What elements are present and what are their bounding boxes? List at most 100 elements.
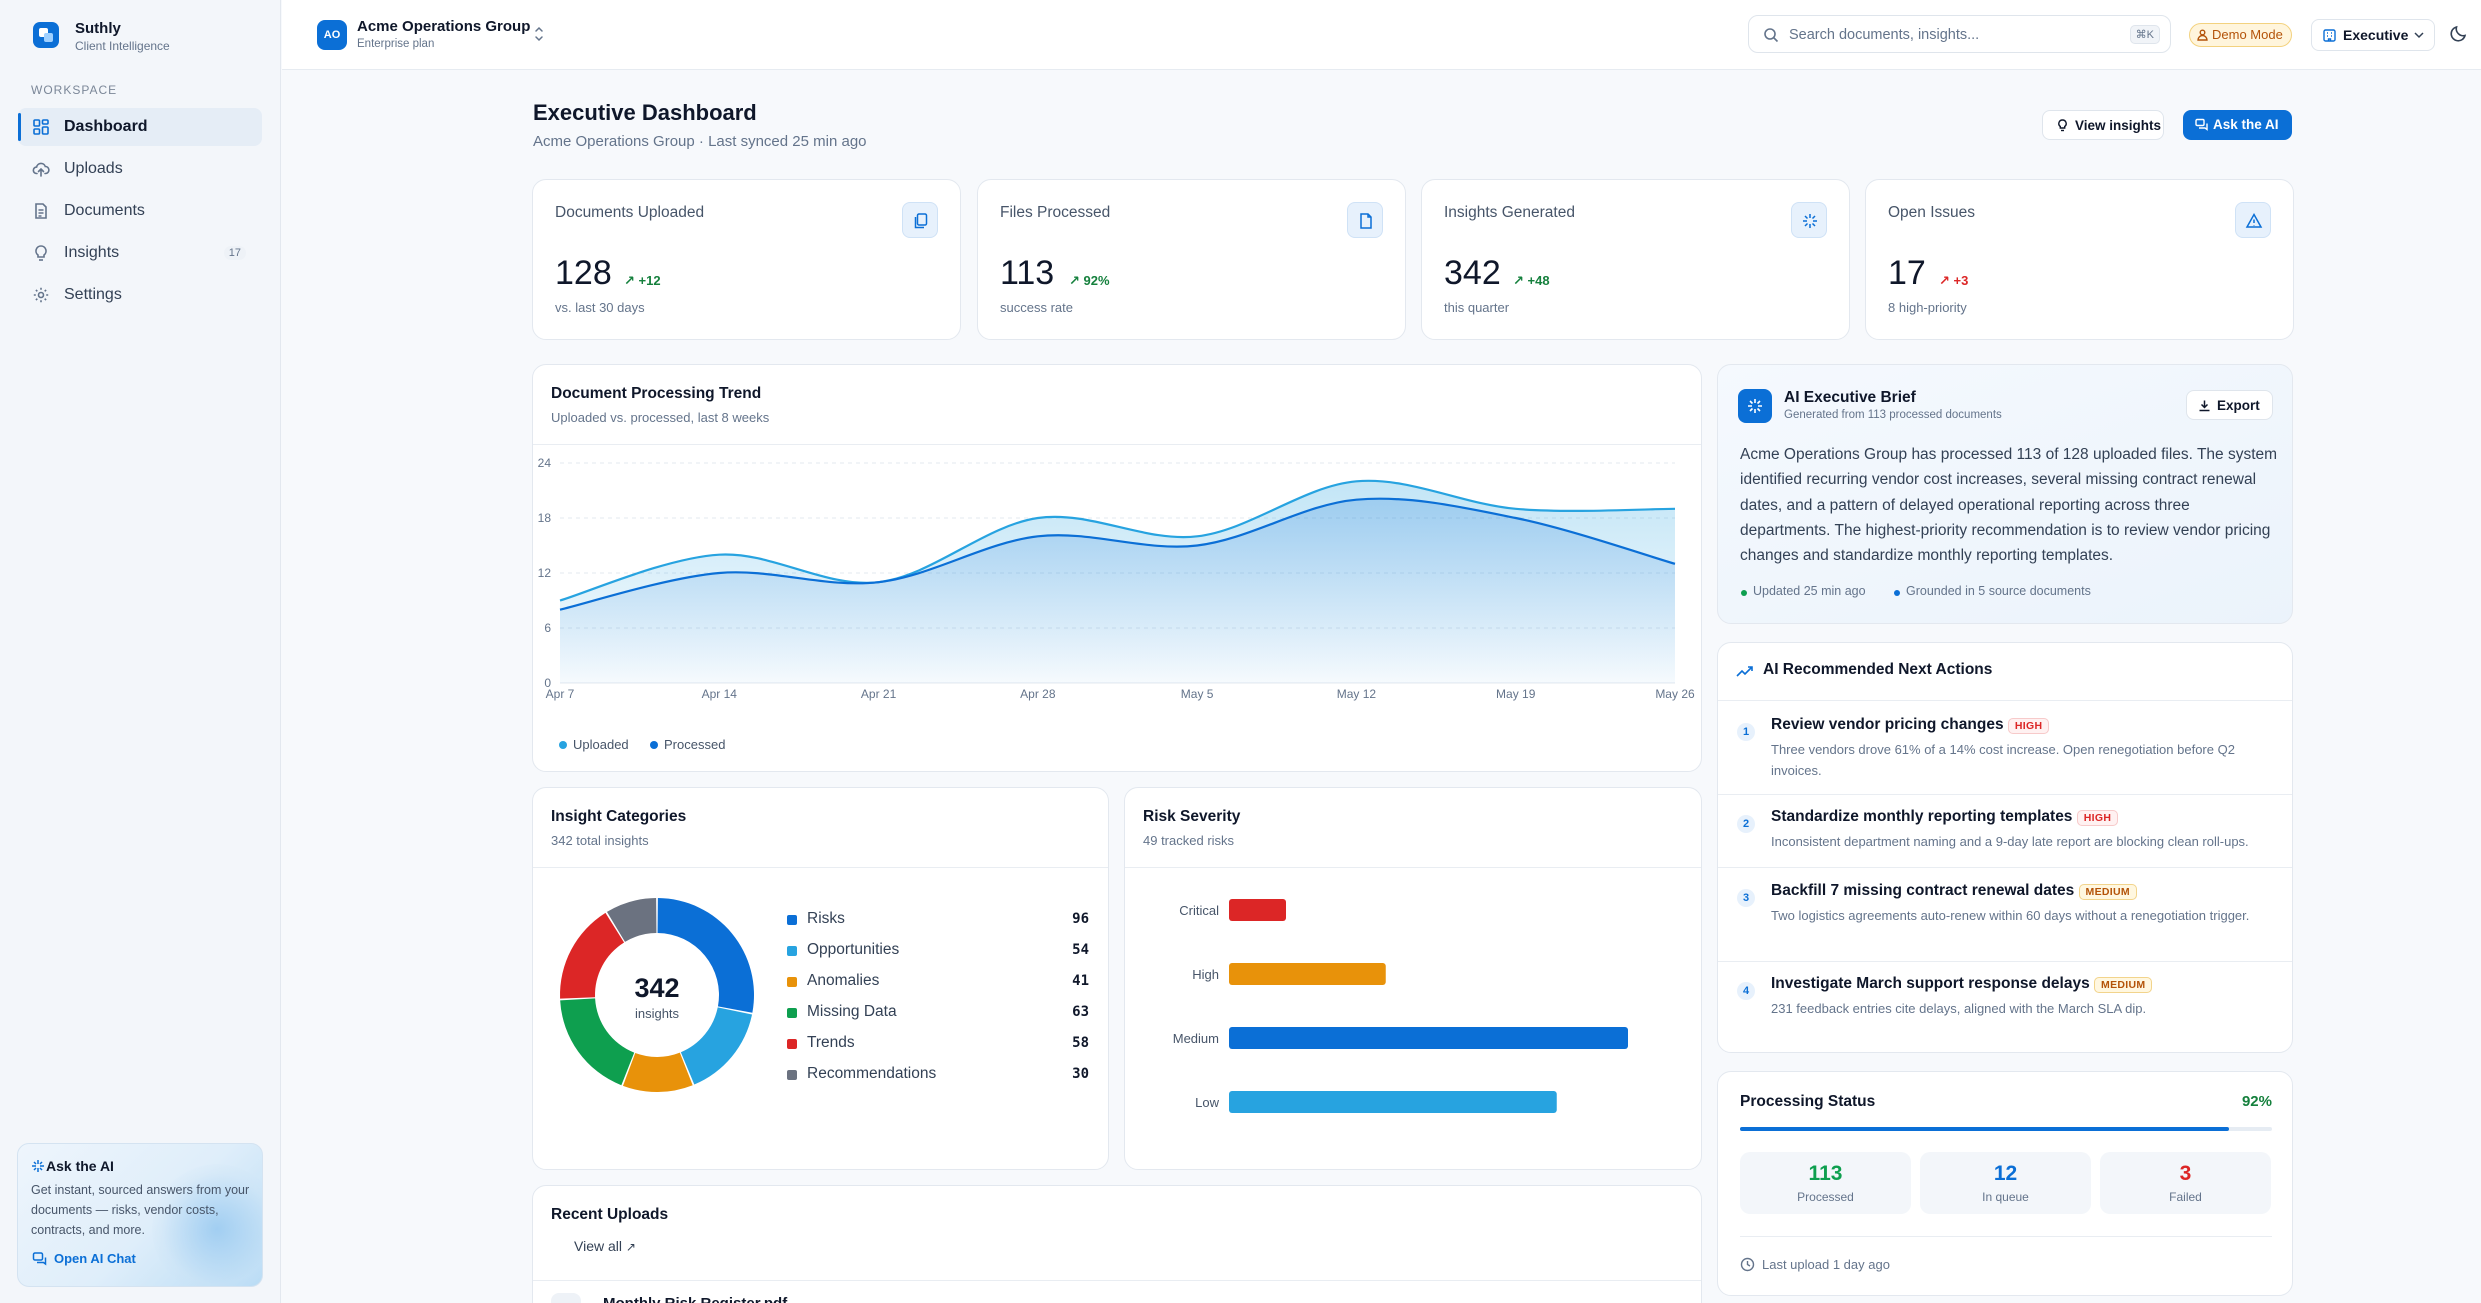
sidebar: Suthly Client Intelligence WORKSPACE Das… (0, 0, 281, 1303)
download-icon (2199, 400, 2210, 412)
sidebar-item-settings[interactable]: Settings (18, 276, 262, 314)
sidebar-item-dashboard[interactable]: Dashboard (18, 108, 262, 146)
risk-category-label: Low (1195, 1095, 1219, 1110)
open-ai-chat-link[interactable]: Open AI Chat (54, 1251, 136, 1266)
risk-bar-chart[interactable]: Critical High Medium Low (1125, 868, 1701, 1158)
divider (533, 867, 1108, 868)
search-placeholder: Search documents, insights... (1789, 27, 1980, 43)
role-label: Executive (2343, 27, 2409, 43)
view-insights-button[interactable]: View insights (2042, 110, 2164, 140)
kpi-delta: ↗ +12 (624, 273, 661, 288)
divider (533, 444, 1701, 445)
action-item[interactable]: 1 Review vendor pricing changes HIGH Thr… (1718, 701, 2292, 795)
legend-item[interactable]: Trends 58 (787, 1033, 1089, 1055)
priority-badge: HIGH (2007, 718, 2050, 734)
ask-ai-button[interactable]: Ask the AI (2183, 110, 2292, 140)
action-item[interactable]: 3 Backfill 7 missing contract renewal da… (1718, 868, 2292, 962)
kpi-card-insights-generated[interactable]: Insights Generated 342 ↗ +48 this quarte… (1421, 179, 1850, 340)
card-subtitle: Uploaded vs. processed, last 8 weeks (551, 410, 770, 425)
brief-subtitle: Generated from 113 processed documents (1784, 409, 2002, 421)
kpi-card-open-issues[interactable]: Open Issues 17 ↗ +3 8 high-priority (1865, 179, 2294, 340)
divider (1718, 961, 2292, 962)
donut-slice-anomalies[interactable] (622, 1052, 693, 1092)
legend-value: 63 (1072, 1004, 1089, 1020)
sidebar-item-documents[interactable]: Documents (18, 192, 262, 230)
action-description: Inconsistent department naming and a 9-d… (1771, 834, 2249, 849)
risk-bar-critical[interactable] (1229, 899, 1286, 921)
category-donut-chart[interactable] (557, 895, 757, 1095)
org-avatar[interactable]: AO (317, 20, 347, 50)
sidebar-item-label: Insights (64, 244, 120, 261)
brand-name: Suthly (75, 20, 121, 37)
workspace-section-label: WORKSPACE (31, 83, 118, 97)
legend-swatch (787, 1008, 797, 1018)
role-select[interactable]: Executive (2311, 19, 2435, 51)
donut-slice-missing-data[interactable] (560, 998, 635, 1086)
legend-item[interactable]: Recommendations 30 (787, 1064, 1089, 1086)
brand-logo[interactable] (33, 22, 59, 48)
legend-item[interactable]: Opportunities 54 (787, 940, 1089, 962)
legend-value: 30 (1072, 1066, 1089, 1082)
action-number: 1 (1737, 723, 1755, 741)
sidebar-item-uploads[interactable]: Uploads (18, 150, 262, 188)
processing-percent: 92% (2241, 1093, 2272, 1110)
legend-processed[interactable]: Processed (650, 737, 725, 752)
kpi-card-files-processed[interactable]: Files Processed 113 ↗ 92% success rate (977, 179, 1406, 340)
uploaded-series-line[interactable] (559, 479, 1676, 602)
document-icon (35, 203, 47, 219)
chevron-down-icon (2414, 32, 2424, 39)
kpi-footnote: success rate (1000, 300, 1073, 315)
legend-item[interactable]: Missing Data 63 (787, 1002, 1089, 1024)
action-item[interactable]: 2 Standardize monthly reporting template… (1718, 795, 2292, 868)
action-item[interactable]: 4 Investigate March support response del… (1718, 962, 2292, 1042)
recommended-actions-card: AI Recommended Next Actions 1 Review ven… (1717, 642, 2293, 1053)
risk-severity-card: Risk Severity 49 tracked risks Critical H… (1124, 787, 1702, 1170)
view-all-link[interactable]: View all ↗ (574, 1238, 636, 1254)
risk-bar-medium[interactable] (1229, 1027, 1628, 1049)
status-dot-blue (1894, 590, 1900, 596)
kpi-label: Files Processed (1000, 204, 1111, 221)
legend-value: 41 (1072, 973, 1089, 989)
trend-chart[interactable]: 0 6 12 18 24 Apr 7 Apr 14 Apr 21 Apr 28 May 5 May … (533, 445, 1701, 707)
donut-slice-recommendations[interactable] (606, 898, 657, 942)
x-tick-label: May 12 (1337, 687, 1377, 701)
card-title: Risk Severity (1143, 808, 1241, 825)
risk-bar-high[interactable] (1229, 963, 1386, 985)
donut-slice-risks[interactable] (657, 898, 754, 1013)
action-title: Standardize monthly reporting templates … (1771, 808, 2119, 826)
kpi-card-documents-uploaded[interactable]: Documents Uploaded 128 ↗ +12 vs. last 30… (532, 179, 961, 340)
user-icon (2197, 29, 2208, 41)
divider (1125, 867, 1701, 868)
chevron-up-down-icon[interactable] (533, 25, 545, 43)
processed-series-line[interactable] (559, 497, 1676, 611)
x-tick-label: May 5 (1181, 687, 1214, 701)
legend-label: Opportunities (807, 941, 900, 958)
export-button[interactable]: Export (2186, 390, 2273, 420)
kpi-label: Open Issues (1888, 204, 1976, 221)
sidebar-item-insights[interactable]: Insights 17 (18, 234, 262, 272)
donut-slice-trends[interactable] (560, 912, 625, 999)
failed-label: Failed (2169, 1190, 2202, 1204)
recent-file-name[interactable]: Monthly Risk Register.pdf (603, 1295, 787, 1303)
priority-badge: HIGH (2076, 810, 2119, 826)
legend-swatch (787, 915, 797, 925)
legend-item[interactable]: Anomalies 41 (787, 971, 1089, 993)
divider (1718, 867, 2292, 868)
risk-bar-low[interactable] (1229, 1091, 1557, 1113)
org-name[interactable]: Acme Operations Group (357, 18, 531, 35)
legend-uploaded[interactable]: Uploaded (559, 737, 629, 752)
x-tick-label: Apr 7 (546, 687, 575, 701)
page-subtitle: Acme Operations Group · Last synced 25 m… (533, 133, 867, 150)
sidebar-item-label: Uploads (64, 160, 123, 177)
legend-item[interactable]: Risks 96 (787, 909, 1089, 931)
demo-mode-badge[interactable]: Demo Mode (2189, 23, 2292, 47)
lightbulb-icon (35, 245, 47, 261)
active-indicator (18, 113, 21, 141)
search-shortcut: ⌘K (2129, 25, 2160, 44)
moon-icon[interactable] (2449, 23, 2469, 43)
failed-stat: 3 Failed (2100, 1152, 2271, 1214)
insights-count-badge: 17 (223, 246, 246, 260)
risk-category-label: Medium (1173, 1031, 1219, 1046)
search-input[interactable]: Search documents, insights... ⌘K (1748, 15, 2171, 53)
donut-slice-opportunities[interactable] (680, 1007, 753, 1085)
